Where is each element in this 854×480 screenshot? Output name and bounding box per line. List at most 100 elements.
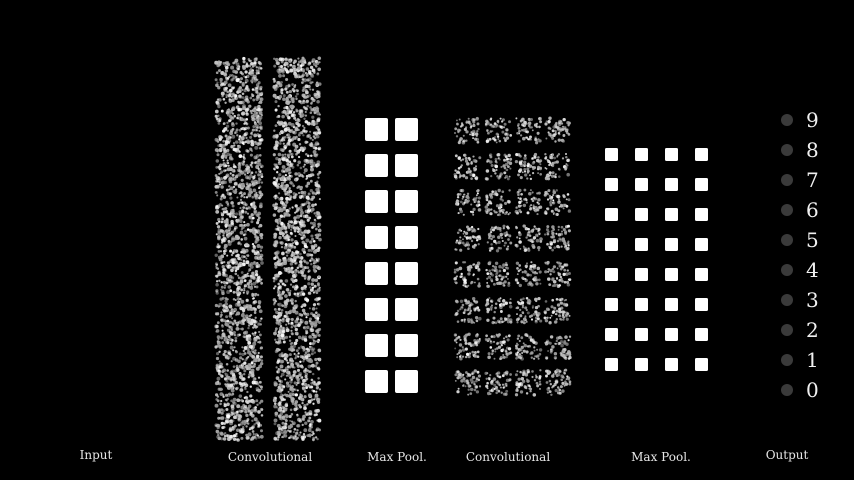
- pool2-feature-map-2-3: [695, 208, 708, 221]
- conv2-feature-map-3-2: [514, 224, 543, 252]
- pool1-feature-map-3-1: [395, 226, 418, 249]
- pool2-feature-map-4-1: [635, 268, 648, 281]
- pool2-feature-map-2-0: [605, 208, 618, 221]
- conv1-feature-map-1-1: [272, 104, 322, 154]
- pool2-feature-map-6-3: [695, 328, 708, 341]
- pool1-feature-maps: [365, 118, 418, 393]
- conv1-feature-map-3-1: [272, 200, 322, 250]
- conv2-feature-map-3-0: [454, 225, 482, 252]
- pool1-feature-map-2-1: [395, 190, 418, 213]
- output-node-0: [781, 384, 793, 396]
- conv1-feature-map-7-1: [272, 392, 322, 442]
- pool2-feature-map-5-0: [605, 298, 618, 311]
- pool2-feature-map-1-3: [695, 178, 708, 191]
- pool1-feature-map-1-1: [395, 154, 418, 177]
- conv2-feature-map-7-3: [544, 368, 572, 396]
- output-digit-label-1: 1: [806, 348, 819, 372]
- pool1-feature-map-0-1: [395, 118, 418, 141]
- pool2-feature-map-0-2: [665, 148, 678, 161]
- output-digit-label-4: 4: [806, 258, 819, 282]
- pool1-feature-map-3-0: [365, 226, 388, 249]
- conv1-feature-map-5-1: [272, 296, 322, 346]
- output-node-4: [781, 264, 793, 276]
- pool1-feature-map-0-0: [365, 118, 388, 141]
- layer-label-output: Output: [766, 448, 809, 462]
- pool2-feature-map-3-3: [695, 238, 708, 251]
- output-layer: 9 8 7 6 5 4 3 2 1 0: [781, 108, 819, 402]
- conv2-feature-map-2-2: [514, 188, 543, 216]
- conv2-feature-map-7-0: [454, 369, 482, 396]
- conv2-feature-map-7-2: [514, 369, 542, 397]
- output-node-3: [781, 294, 793, 306]
- pool1-feature-map-6-0: [365, 334, 388, 357]
- pool1-feature-map-4-0: [365, 262, 388, 285]
- conv1-feature-map-5-0: [214, 296, 263, 346]
- pool1-feature-map-6-1: [395, 334, 418, 357]
- conv1-feature-map-3-0: [215, 200, 264, 250]
- conv1-feature-map-6-1: [273, 344, 322, 393]
- layer-label-conv1: Convolutional: [228, 450, 312, 464]
- pool2-feature-map-5-2: [665, 298, 678, 311]
- output-node-1: [781, 354, 793, 366]
- conv2-feature-map-5-0: [454, 296, 482, 324]
- output-digit-label-7: 7: [806, 168, 819, 192]
- pool2-feature-maps: [605, 148, 708, 371]
- conv2-feature-map-0-1: [484, 117, 513, 144]
- pool2-feature-map-5-3: [695, 298, 708, 311]
- conv2-feature-map-6-0: [453, 332, 481, 361]
- conv2-feature-map-1-0: [453, 153, 482, 181]
- pool2-feature-map-4-3: [695, 268, 708, 281]
- conv2-feature-map-1-3: [544, 153, 571, 181]
- conv2-feature-map-4-0: [453, 261, 481, 289]
- conv2-feature-map-4-3: [544, 260, 572, 289]
- pool2-feature-map-0-1: [635, 148, 648, 161]
- output-digit-label-8: 8: [806, 138, 819, 162]
- conv2-feature-map-0-0: [453, 116, 480, 145]
- conv2-feature-map-3-1: [486, 224, 513, 253]
- pool2-feature-map-3-1: [635, 238, 648, 251]
- conv2-feature-map-3-3: [543, 224, 571, 252]
- output-node-2: [781, 324, 793, 336]
- conv2-feature-map-4-2: [514, 261, 542, 288]
- pool2-feature-map-7-0: [605, 358, 618, 371]
- output-digit-label-5: 5: [806, 228, 819, 252]
- conv1-feature-map-4-1: [272, 248, 321, 298]
- output-digit-label-6: 6: [806, 198, 819, 222]
- pool2-feature-map-7-2: [665, 358, 678, 371]
- output-node-5: [781, 234, 793, 246]
- conv2-feature-map-1-2: [514, 152, 543, 181]
- conv1-feature-map-2-1: [272, 152, 322, 201]
- conv1-feature-map-0-1: [272, 56, 322, 105]
- layer-label-conv2: Convolutional: [466, 450, 550, 464]
- pool1-feature-map-7-1: [395, 370, 418, 393]
- conv1-feature-map-7-0: [214, 392, 264, 442]
- pool2-feature-map-1-1: [635, 178, 648, 191]
- pool2-feature-map-2-1: [635, 208, 648, 221]
- pool2-feature-map-6-1: [635, 328, 648, 341]
- pool2-feature-map-0-0: [605, 148, 618, 161]
- conv2-feature-map-0-3: [544, 116, 571, 143]
- conv2-feature-map-4-1: [485, 260, 511, 288]
- pool2-feature-map-4-0: [605, 268, 618, 281]
- pool2-feature-map-2-2: [665, 208, 678, 221]
- output-digit-label-2: 2: [806, 318, 819, 342]
- output-digit-label-9: 9: [806, 108, 819, 132]
- layer-label-pool2: Max Pool.: [631, 450, 691, 464]
- pool1-feature-map-4-1: [395, 262, 418, 285]
- conv2-feature-map-2-0: [455, 188, 482, 216]
- conv2-feature-map-6-1: [484, 333, 513, 361]
- pool2-feature-map-7-1: [635, 358, 648, 371]
- pool2-feature-map-0-3: [695, 148, 708, 161]
- output-digit-label-0: 0: [806, 378, 819, 402]
- conv2-feature-map-0-2: [515, 116, 543, 145]
- conv2-feature-map-2-1: [484, 188, 511, 217]
- pool2-feature-map-3-2: [665, 238, 678, 251]
- conv2-feature-map-2-3: [543, 188, 572, 216]
- conv2-feature-map-6-2: [515, 333, 543, 361]
- conv1-feature-map-1-0: [214, 104, 264, 154]
- pool2-feature-map-1-0: [605, 178, 618, 191]
- pool1-feature-map-5-1: [395, 298, 418, 321]
- output-digit-label-3: 3: [806, 288, 819, 312]
- pool2-feature-map-4-2: [665, 268, 678, 281]
